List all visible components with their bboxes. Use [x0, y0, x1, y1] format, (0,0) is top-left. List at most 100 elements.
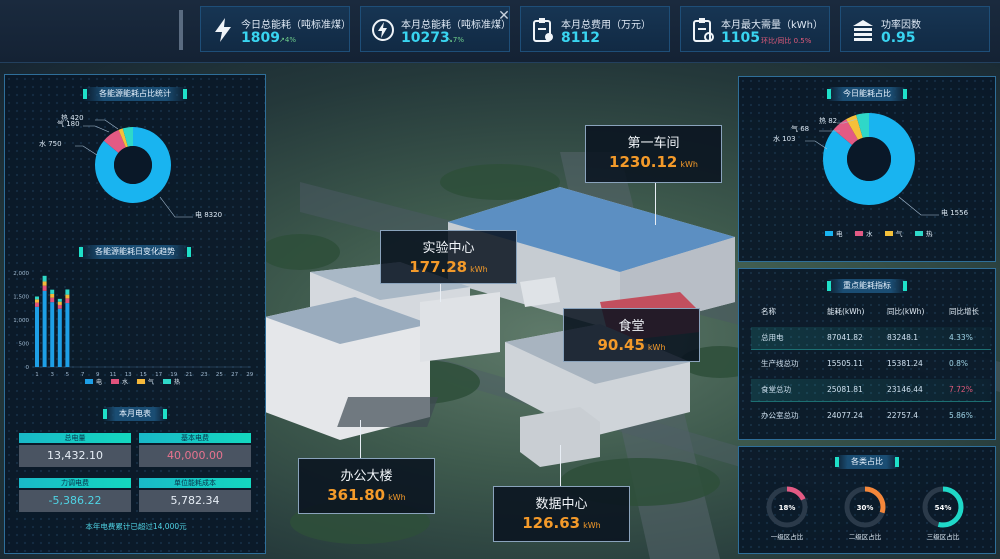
bar-segment — [57, 301, 62, 305]
gauge-label: 二级区占比 — [849, 532, 882, 541]
legend-swatch — [111, 379, 119, 384]
map-label-lab-center[interactable]: 实验中心 177.28 kWh — [380, 230, 517, 284]
card-trend: ↗4% — [279, 36, 296, 44]
bar-segment — [42, 275, 47, 282]
table-row[interactable]: 总用电 87041.82 83248.1 4.33% — [751, 327, 991, 350]
meter-label: 单位能耗成本 — [139, 478, 251, 488]
legend-label: 热 — [926, 229, 933, 238]
meter-value: 13,432.10 — [19, 445, 131, 467]
th-yoy: 同比(kWh) — [887, 307, 925, 316]
map-label-value: 361.80 — [327, 486, 386, 504]
card-month-cost[interactable]: 本月总费用（万元） 8112 — [520, 6, 670, 52]
legend-swatch — [915, 231, 923, 236]
x-tick-label: 27 — [231, 372, 238, 378]
donut-slice — [122, 127, 133, 147]
map-label-data-center[interactable]: 数据中心 126.63 kWh — [493, 486, 630, 542]
bar-segment — [57, 304, 62, 309]
donut-label: 水 750 — [39, 139, 62, 148]
card-label: 本月总费用（万元） — [561, 20, 651, 31]
table-cell: 22757.4 — [887, 411, 919, 420]
map-label-name: 数据中心 — [535, 497, 588, 512]
panel-title-energy-share: 各能源能耗占比统计 — [83, 87, 187, 101]
donut-slice — [103, 129, 126, 153]
map-label-name: 实验中心 — [422, 241, 475, 256]
card-today-energy[interactable]: 今日总能耗（吨标准煤） 1809 ↗4% — [200, 6, 351, 52]
y-tick-label: 2,000 — [13, 271, 29, 277]
bar-segment — [35, 296, 39, 300]
leader-line — [655, 183, 656, 225]
map-label-workshop[interactable]: 第一车间 1230.12 kWh — [585, 125, 722, 183]
donut-leader — [95, 119, 119, 130]
donut-hole — [114, 146, 152, 184]
ratio-gauges: 18% 一级区占比 30% 二级区占比 54% 三级区占比 — [766, 486, 964, 541]
table-cell: 办公室总功 — [761, 411, 799, 420]
card-power-factor[interactable]: 功率因数 0.95 — [840, 6, 990, 52]
card-max-demand[interactable]: 本月最大需量（kWh） 1105 环比/同比 0.5% — [680, 6, 830, 52]
clipboard-cost-icon — [533, 18, 553, 42]
table-cell: 87041.82 — [827, 333, 863, 342]
legend-label: 水 — [866, 229, 873, 238]
bar-segment — [65, 303, 70, 367]
donut-leader — [83, 125, 110, 133]
clipboard-power-icon — [693, 18, 714, 42]
donut-label: 水 103 — [773, 134, 796, 143]
table-cell: 83248.1 — [887, 333, 919, 342]
gauge-value: 30% — [857, 504, 874, 512]
legend-swatch — [885, 231, 893, 236]
card-trend: 环比/同比 0.5% — [761, 37, 812, 45]
table-cell: 15505.11 — [827, 359, 863, 368]
close-icon[interactable]: ✕ — [498, 8, 510, 24]
top-bar: 今日总能耗（吨标准煤） 1809 ↗4% 本月总能耗（吨标准煤） 10273 ↘… — [0, 0, 1000, 63]
table-row[interactable]: 生产线总功 15505.11 15381.24 0.8% — [751, 353, 991, 375]
card-value: 0.95 — [881, 30, 916, 46]
left-panel: 各能源能耗占比统计 电 8320 水 750 气 180 热 420 各能源能耗日变化… — [4, 74, 266, 554]
bar-segment — [65, 289, 70, 295]
meter-unit-cost: 单位能耗成本 5,782.34 — [139, 478, 251, 512]
card-month-energy[interactable]: 本月总能耗（吨标准煤） 10273 ↘7% — [360, 6, 511, 52]
map-label-name: 办公大楼 — [340, 469, 393, 484]
donut-label: 气 180 — [57, 119, 80, 128]
legend-label: 气 — [896, 229, 903, 238]
table-header: 名称 能耗(kWh) 同比(kWh) 同比增长 — [751, 301, 991, 323]
map-label-unit: kWh — [680, 160, 698, 169]
map-label-office[interactable]: 办公大楼 361.80 kWh — [298, 458, 435, 514]
map-label-value: 90.45 — [597, 336, 645, 354]
legend-label: 气 — [148, 378, 154, 386]
card-value: 8112 — [561, 30, 600, 46]
map-label-unit: kWh — [583, 521, 601, 530]
x-tick-label: 7 — [81, 372, 85, 378]
map-label-unit: kWh — [470, 265, 488, 274]
map-label-unit: kWh — [388, 493, 406, 502]
bar-segment — [65, 298, 70, 304]
leader-line — [440, 284, 441, 302]
donut-leader — [159, 196, 193, 218]
bar-segment — [57, 308, 62, 367]
card-label: 本月最大需量（kWh） — [721, 20, 824, 31]
bar-segment — [50, 289, 55, 294]
card-label: 本月总能耗（吨标准煤） — [401, 20, 511, 31]
donut-leader — [898, 196, 939, 216]
table-row[interactable]: 办公室总功 24077.24 22757.4 5.86% — [751, 405, 991, 427]
table-row[interactable]: 食堂总功 25081.81 23146.44 7.72% — [751, 379, 991, 402]
bar-segment — [42, 285, 47, 291]
bar-segment — [50, 302, 55, 367]
th-energy: 能耗(kWh) — [827, 307, 865, 316]
panel-title-ratio: 各类占比 — [835, 455, 899, 469]
lightning-icon — [215, 18, 231, 42]
bar-segment — [57, 298, 62, 302]
x-tick-label: 1 — [35, 372, 39, 378]
leader-line — [560, 445, 561, 486]
table-cell: 15381.24 — [887, 359, 923, 368]
card-value: 1105 — [721, 30, 760, 46]
legend-label: 电 — [836, 229, 843, 238]
x-tick-label: 11 — [110, 372, 117, 378]
table-cell: 24077.24 — [827, 411, 863, 420]
map-label-canteen[interactable]: 食堂 90.45 kWh — [563, 308, 700, 362]
bar-segment — [65, 294, 70, 299]
x-tick-label: 21 — [186, 372, 193, 378]
meter-value: 5,782.34 — [139, 490, 251, 512]
table-cell: 5.86% — [949, 411, 973, 420]
x-tick-label: 17 — [155, 372, 162, 378]
